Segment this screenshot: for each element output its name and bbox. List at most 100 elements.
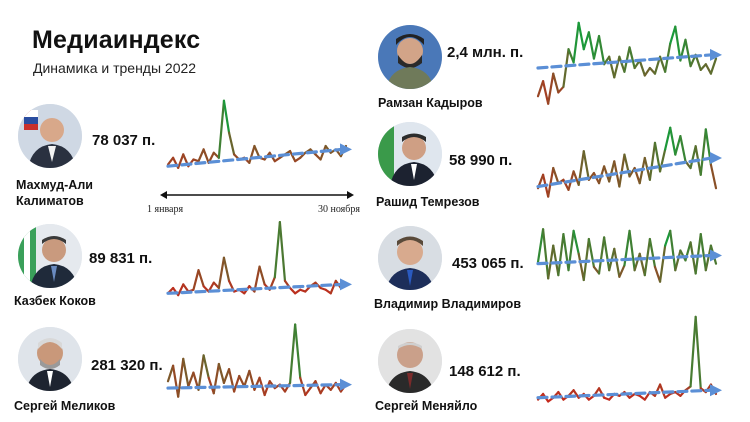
page-subtitle: Динамика и тренды 2022: [33, 60, 197, 76]
trend-arrowhead: [340, 278, 352, 291]
value-menyaylo: 148 612 п.: [449, 363, 521, 380]
series-segment: [582, 31, 590, 51]
chart-kokov: [166, 221, 352, 297]
avatar-melikov: [18, 327, 82, 391]
series-segment: [618, 153, 626, 188]
trend-line: [166, 282, 344, 295]
series-segment: [233, 374, 241, 393]
series-segment: [709, 57, 718, 75]
series-segment: [567, 48, 575, 64]
series-segment: [562, 48, 570, 88]
series-segment: [653, 265, 662, 283]
trend-arrowhead: [710, 151, 722, 164]
series-segment: [258, 265, 266, 286]
series-segment: [597, 236, 606, 275]
series-segment: [648, 237, 657, 269]
series-segment: [653, 141, 662, 173]
chart-kadyrov: [536, 21, 722, 105]
chart-melikov: [166, 323, 352, 398]
series-segment: [684, 38, 692, 68]
series-segment: [557, 85, 565, 94]
series-segment: [288, 286, 297, 295]
avatar-kalimatov: [18, 104, 82, 168]
series-segment: [709, 163, 718, 190]
series-segment: [587, 31, 596, 60]
series-segment: [699, 128, 707, 176]
trend-arrowhead: [710, 48, 722, 61]
series-segment: [643, 237, 651, 277]
series-segment: [658, 244, 667, 283]
series-segment: [192, 269, 200, 291]
series-segment: [541, 80, 550, 105]
axis-end-label: 30 ноября: [318, 204, 360, 215]
series-segment: [669, 229, 677, 272]
series-segment: [603, 55, 611, 66]
series-segment: [552, 244, 560, 277]
avatar-kokov: [18, 224, 82, 288]
chart-vladimirov: [536, 228, 722, 283]
series-segment: [294, 323, 302, 379]
series-segment: [329, 279, 337, 295]
series-segment: [207, 376, 215, 395]
series-segment: [547, 244, 555, 280]
time-axis-right-arrowhead: [347, 191, 354, 199]
trend-arrowhead: [340, 143, 352, 156]
value-kokov: 89 831 п.: [89, 250, 153, 267]
page-title: Медиаиндекс: [32, 26, 201, 54]
series-segment: [587, 237, 596, 269]
series-segment: [253, 376, 261, 391]
series-segment: [212, 362, 220, 395]
value-kadyrov: 2,4 млн. п.: [447, 44, 524, 61]
series-segment: [603, 236, 611, 272]
series-segment: [648, 141, 657, 181]
series-segment: [628, 46, 636, 70]
series-segment: [608, 55, 616, 79]
series-segment: [202, 285, 210, 293]
series-segment: [613, 247, 621, 278]
series-segment: [582, 150, 590, 181]
series-segment: [177, 283, 185, 297]
series-segment: [704, 63, 713, 75]
name-vladimirov: Владимир Владимиров: [374, 297, 522, 311]
series-segment: [171, 364, 180, 398]
series-segment: [577, 252, 585, 282]
series-segment: [699, 63, 707, 71]
trend-arrowhead: [340, 378, 352, 391]
name-kalimatov-line2: Калиматов: [16, 194, 84, 208]
name-kadyrov: Рамзан Кадыров: [378, 96, 483, 110]
series-segment: [248, 144, 256, 164]
series-segment: [658, 383, 667, 399]
trend-line: [166, 147, 344, 168]
series-segment: [536, 80, 545, 98]
value-kalimatov: 78 037 п.: [92, 132, 156, 149]
series-segment: [572, 21, 580, 64]
series-segment: [689, 145, 697, 170]
axis-start-label: 1 января: [147, 204, 184, 215]
avatar-kadyrov: [378, 25, 442, 89]
series-segment: [547, 166, 555, 198]
name-temrezov: Рашид Темрезов: [376, 195, 480, 209]
series-segment: [572, 229, 580, 255]
series-segment: [669, 25, 677, 45]
series-segment: [202, 148, 210, 164]
series-segment: [197, 148, 205, 163]
series-segment: [238, 374, 246, 388]
series-segment: [227, 131, 236, 156]
series-segment: [567, 229, 575, 272]
value-temrezov: 58 990 п.: [449, 152, 513, 169]
series-segment: [557, 233, 565, 277]
series-segment: [547, 72, 555, 105]
trend-arrowhead: [710, 384, 722, 397]
series-segment: [217, 362, 226, 385]
series-segment: [572, 389, 580, 399]
series-segment: [674, 25, 682, 62]
series-segment: [217, 256, 226, 290]
series-segment: [699, 233, 707, 272]
series-segment: [217, 99, 226, 159]
trend-arrowhead: [710, 249, 722, 262]
series-segment: [278, 221, 287, 282]
series-segment: [592, 34, 601, 60]
series-segment: [222, 256, 231, 282]
series-segment: [552, 72, 560, 94]
series-segment: [613, 55, 621, 79]
